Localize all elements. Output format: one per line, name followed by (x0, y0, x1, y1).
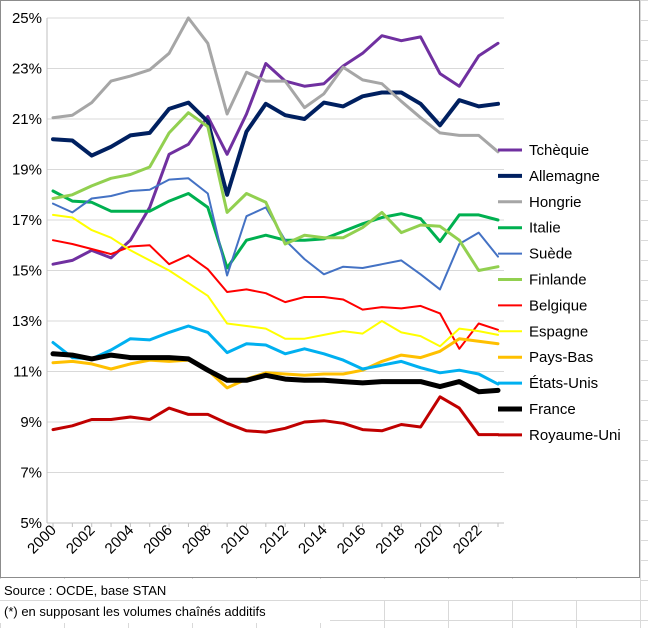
series-line-9 (51, 337, 500, 390)
series-line-5 (52, 177, 499, 291)
legend-label: Hongrie (529, 194, 582, 211)
x-tick-label: 2020 (411, 522, 447, 558)
y-tick-label: 15% (12, 263, 42, 280)
series-line-7 (52, 239, 499, 350)
x-tick-labels: 2000 2002 2004 2006 2008 2010 2012 2014 2016 2018… (24, 522, 485, 558)
x-tick-label: 2014 (295, 522, 331, 558)
y-tick-label: 19% (12, 162, 42, 179)
x-tick-label: 2016 (334, 522, 370, 558)
footer-cell-row-2 (0, 600, 330, 623)
gridlines (47, 17, 504, 524)
y-tick-label: 11% (13, 364, 42, 381)
series-line-1 (51, 34, 500, 266)
x-tick-label: 2008 (179, 522, 215, 558)
series-line-3 (51, 16, 500, 154)
x-tick-label: 2022 (450, 522, 486, 558)
y-tick-labels: 5% 7% 9% 11% 13% 15% 17% 19% 21% 23% 25% (12, 10, 42, 532)
legend-label: Italie (529, 220, 561, 237)
series-line-11 (50, 351, 501, 395)
legend-label: Finlande (529, 272, 587, 289)
legend-label: Belgique (529, 297, 587, 314)
y-tick-label: 23% (12, 61, 42, 78)
y-tick-label: 9% (20, 414, 42, 431)
legend: Tchèquie Allemagne Hongrie Italie Suède Finla… (498, 142, 621, 444)
footnote: (*) en supposant les volumes chaînés add… (4, 604, 266, 619)
legend-label: Pays-Bas (529, 349, 593, 366)
source-note: Source : OCDE, base STAN (4, 583, 167, 598)
axes (46, 18, 504, 527)
x-tick-label: 2010 (218, 522, 254, 558)
legend-label: Tchèquie (529, 142, 589, 159)
x-tick-label: 2012 (256, 522, 292, 558)
legend-label: Allemagne (529, 168, 600, 185)
x-tick-label: 2004 (102, 522, 138, 558)
legend-label: États-Unis (529, 375, 598, 392)
x-tick-label: 2018 (372, 522, 408, 558)
series-line-6 (51, 111, 500, 272)
series-line-8 (52, 213, 499, 348)
x-tick-label: 2002 (63, 522, 99, 558)
legend-label: Suède (529, 246, 572, 263)
legend-label: Royaume-Uni (529, 427, 621, 444)
legend-label: Espagne (529, 323, 588, 340)
line-chart[interactable]: 5% 7% 9% 11% 13% 15% 17% 19% 21% 23% 25% 2000 2002 2… (0, 0, 648, 578)
series-line-2 (51, 90, 500, 197)
y-tick-label: 5% (20, 515, 42, 532)
series-line-12 (51, 395, 500, 437)
series-lines (50, 16, 501, 437)
y-tick-label: 25% (12, 10, 42, 27)
y-tick-label: 17% (12, 212, 42, 229)
x-tick-label: 2006 (140, 522, 176, 558)
y-tick-label: 7% (20, 465, 42, 482)
series-line-4 (51, 189, 500, 270)
footer-cell-row-1 (0, 579, 640, 600)
series-line-10 (51, 324, 500, 386)
legend-label: France (529, 401, 576, 418)
y-tick-label: 21% (12, 111, 42, 128)
y-tick-label: 13% (12, 313, 42, 330)
